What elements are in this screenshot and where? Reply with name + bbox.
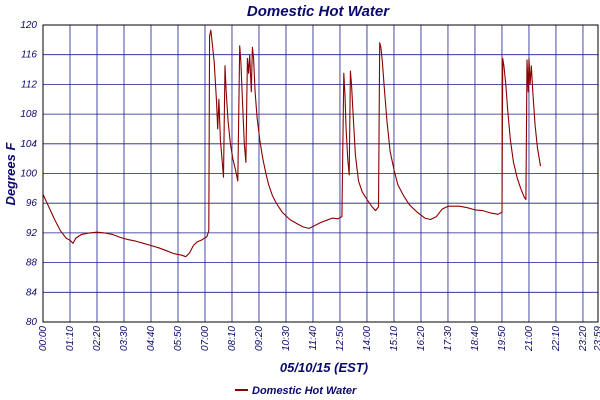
x-tick-label: 02:20: [92, 326, 103, 351]
x-tick-label: 18:40: [470, 326, 481, 351]
series-lines: [42, 29, 542, 258]
x-tick-label: 07:00: [200, 326, 211, 351]
y-tick-label: 80: [26, 317, 38, 328]
x-tick-label: 08:10: [227, 326, 238, 351]
legend: Domestic Hot Water: [235, 385, 357, 397]
y-axis-title: Degrees F: [3, 142, 18, 206]
x-tick-label: 11:40: [308, 326, 319, 351]
x-tick-label: 04:40: [146, 326, 157, 351]
x-tick-label: 12:50: [335, 326, 346, 351]
y-tick-label: 100: [20, 169, 37, 180]
x-tick-label: 09:20: [254, 326, 265, 351]
x-tick-label: 05:50: [173, 326, 184, 351]
y-tick-labels: 80 84 88 92 96 100 104 108 112 116 120: [20, 20, 37, 328]
y-tick-label: 96: [26, 198, 38, 209]
x-tick-label: 15:10: [389, 326, 400, 351]
x-tick-label: 23:20: [578, 326, 589, 352]
x-tick-label: 10:30: [281, 326, 292, 351]
x-tick-label: 14:00: [362, 326, 373, 351]
x-tick-label: 16:20: [416, 326, 427, 351]
x-tick-label: 17:30: [443, 326, 454, 351]
x-tick-label: 23:59: [593, 326, 600, 352]
y-tick-label: 104: [20, 139, 37, 150]
y-tick-label: 84: [26, 287, 38, 298]
grid: [42, 24, 599, 323]
y-tick-label: 92: [26, 228, 38, 239]
plot-frame: [42, 24, 599, 323]
legend-label-domestic-hot-water: Domestic Hot Water: [252, 385, 357, 397]
x-tick-labels: 00:00 01:10 02:20 03:30 04:40 05:50 07:00 08:10…: [38, 326, 600, 352]
y-tick-label: 108: [20, 109, 37, 120]
x-tick-label: 22:10: [551, 326, 562, 352]
y-tick-label: 116: [21, 50, 37, 61]
y-tick-label: 88: [26, 258, 38, 269]
x-tick-label: 00:00: [38, 326, 49, 351]
x-axis-title: 05/10/15 (EST): [280, 360, 368, 375]
chart-title: Domestic Hot Water: [247, 3, 390, 20]
y-tick-label: 120: [20, 20, 37, 31]
y-tick-label: 112: [21, 79, 37, 90]
x-tick-label: 21:00: [524, 326, 535, 352]
x-tick-label: 19:50: [497, 326, 508, 351]
x-tick-label: 01:10: [65, 326, 76, 351]
x-tick-label: 03:30: [119, 326, 130, 351]
series-line-domestic-hot-water: [42, 29, 542, 258]
